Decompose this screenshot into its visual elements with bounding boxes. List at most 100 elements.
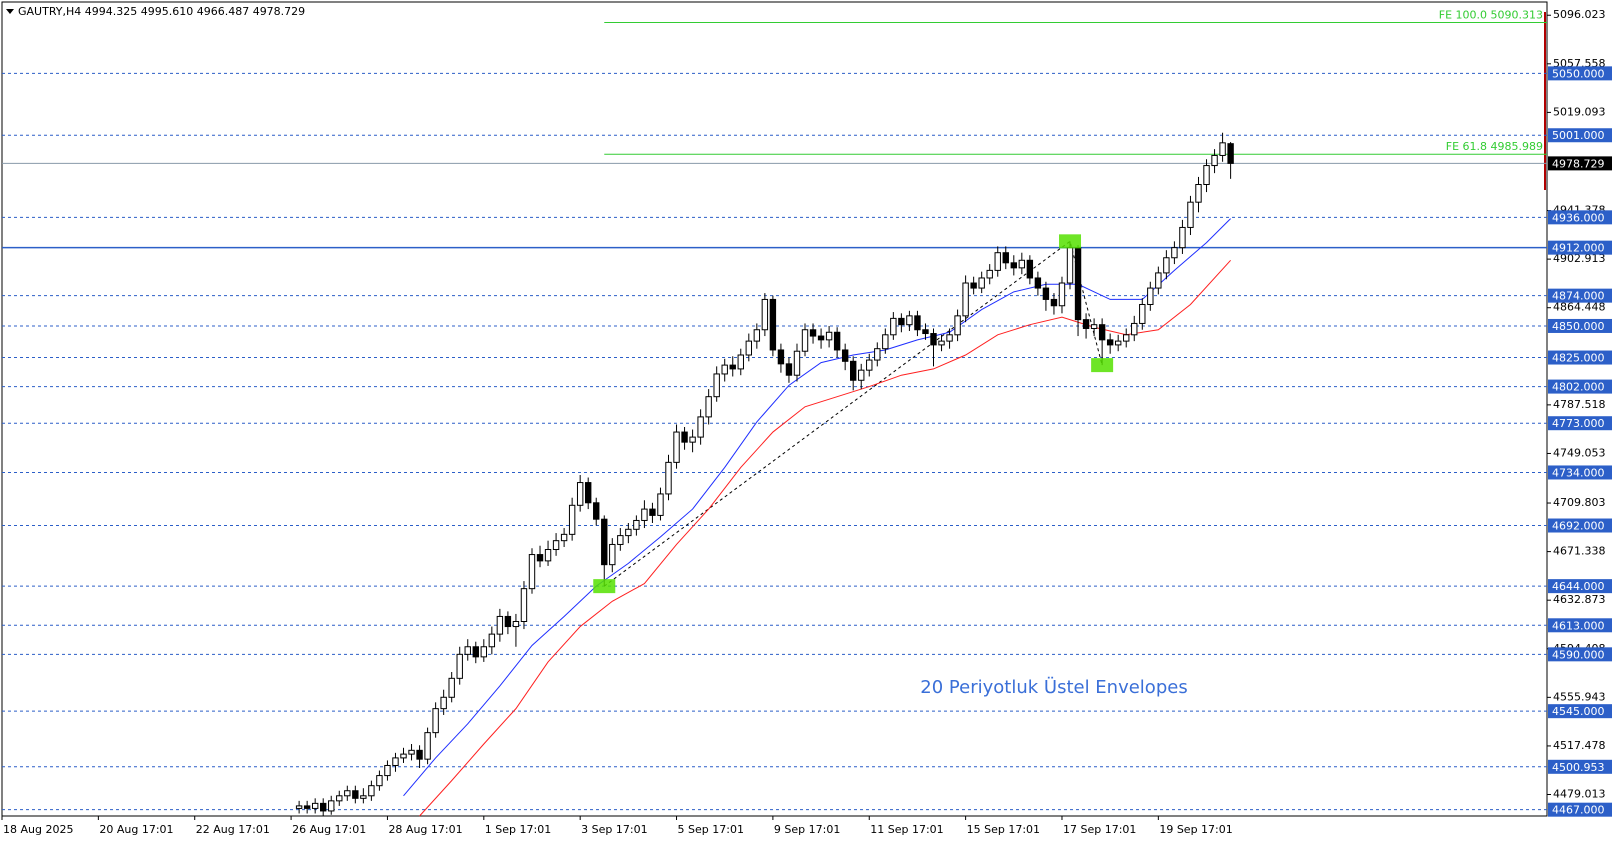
y-tick-label: 4671.338 — [1553, 545, 1606, 558]
candle-body — [697, 416, 704, 438]
candle-body — [1074, 247, 1082, 321]
candle-body — [914, 315, 921, 331]
candle-body — [1195, 184, 1202, 203]
candle-body — [320, 802, 327, 812]
plot-frame — [1, 1, 1548, 817]
level-label: 4467.000 — [1552, 804, 1605, 817]
candle-body — [448, 677, 455, 698]
candle-body — [729, 364, 736, 370]
level-label: 5001.000 — [1552, 129, 1605, 142]
candle-body — [360, 795, 367, 799]
y-tick-label: 4479.013 — [1553, 788, 1606, 801]
candle-body — [641, 508, 648, 521]
candle-body — [801, 329, 809, 352]
level-label-box — [1548, 128, 1612, 143]
level-label: 4936.000 — [1552, 211, 1605, 224]
level-label: 4874.000 — [1552, 290, 1605, 303]
candle-body — [1010, 262, 1017, 269]
candle-body — [568, 504, 576, 535]
x-tick-label: 20 Aug 17:01 — [99, 823, 173, 836]
x-tick-label: 28 Aug 17:01 — [388, 823, 462, 836]
candle-body — [303, 805, 311, 809]
candle-body — [456, 653, 463, 679]
candle-body — [464, 646, 471, 655]
candle-body — [874, 348, 881, 361]
level-label-box — [1548, 318, 1612, 333]
candle-body — [954, 315, 961, 336]
candle-body — [777, 349, 785, 365]
x-tick-label: 5 Sep 17:01 — [678, 823, 744, 836]
candle-body — [576, 482, 584, 506]
level-label-box — [1548, 518, 1612, 533]
candle-body — [1155, 272, 1162, 289]
candle-body — [817, 335, 825, 341]
level-label: 4545.000 — [1552, 705, 1605, 718]
candle-body — [1026, 259, 1034, 279]
candle-body — [504, 615, 512, 628]
candle-body — [1219, 142, 1226, 156]
candle-body — [761, 298, 769, 331]
candle-body — [1211, 154, 1218, 167]
candle-body — [866, 359, 873, 371]
candle-body — [295, 805, 303, 809]
x-tick-label: 11 Sep 17:01 — [870, 823, 943, 836]
candle-body — [488, 633, 496, 648]
candle-body — [649, 508, 656, 516]
candle-body — [753, 329, 761, 342]
candle-body — [432, 708, 439, 734]
candle-body — [1106, 339, 1114, 346]
candle-body — [544, 549, 552, 562]
x-tick-label: 9 Sep 17:01 — [774, 823, 840, 836]
y-tick-label: 4787.518 — [1553, 398, 1606, 411]
candle-body — [1179, 226, 1186, 249]
candle-body — [681, 431, 688, 443]
level-label-box — [1548, 66, 1612, 81]
candle-body — [625, 528, 632, 537]
x-tick-label: 15 Sep 17:01 — [967, 823, 1040, 836]
candle-body — [882, 334, 889, 350]
candle-body — [496, 615, 504, 635]
level-label-box — [1548, 240, 1612, 255]
candle-body — [689, 436, 696, 443]
candle-body — [745, 340, 753, 356]
candle-body — [994, 252, 1001, 271]
x-tick-label: 3 Sep 17:01 — [581, 823, 647, 836]
zigzag-marker — [593, 579, 616, 594]
candle-body — [938, 340, 945, 346]
candle-body — [665, 461, 672, 495]
candle-body — [1018, 259, 1026, 269]
x-tick-label: 18 Aug 2025 — [3, 823, 73, 836]
candle-body — [1002, 252, 1009, 264]
y-tick-label: 5019.093 — [1553, 105, 1606, 118]
candle-body — [1082, 319, 1090, 329]
y-tick-label: 4555.943 — [1553, 690, 1606, 703]
level-label: 4825.000 — [1552, 352, 1605, 365]
candle-body — [858, 369, 865, 381]
x-tick-label: 17 Sep 17:01 — [1063, 823, 1136, 836]
candle-body — [408, 749, 415, 755]
candle-body — [705, 396, 712, 418]
level-label-box — [1548, 759, 1612, 774]
y-tick-label: 4864.448 — [1553, 301, 1606, 314]
candle-body — [472, 646, 479, 658]
candle-body — [809, 329, 817, 337]
x-tick-label: 19 Sep 17:01 — [1159, 823, 1232, 836]
candle-body — [1227, 143, 1234, 164]
level-label-box — [1548, 465, 1612, 480]
candle-body — [585, 482, 592, 504]
candle-body — [528, 554, 536, 590]
candle-body — [849, 360, 857, 381]
candle-body — [440, 696, 447, 710]
candle-body — [713, 373, 720, 398]
candle-body — [1171, 247, 1178, 259]
candle-body — [609, 543, 616, 566]
candle-body — [1034, 277, 1042, 289]
candle-body — [560, 533, 568, 542]
price-label-box — [1548, 156, 1612, 171]
candle-body — [1058, 282, 1066, 307]
candle-body — [986, 269, 993, 279]
candle-body — [922, 329, 929, 335]
x-tick-label: 26 Aug 17:01 — [292, 823, 366, 836]
candle-body — [376, 775, 383, 787]
